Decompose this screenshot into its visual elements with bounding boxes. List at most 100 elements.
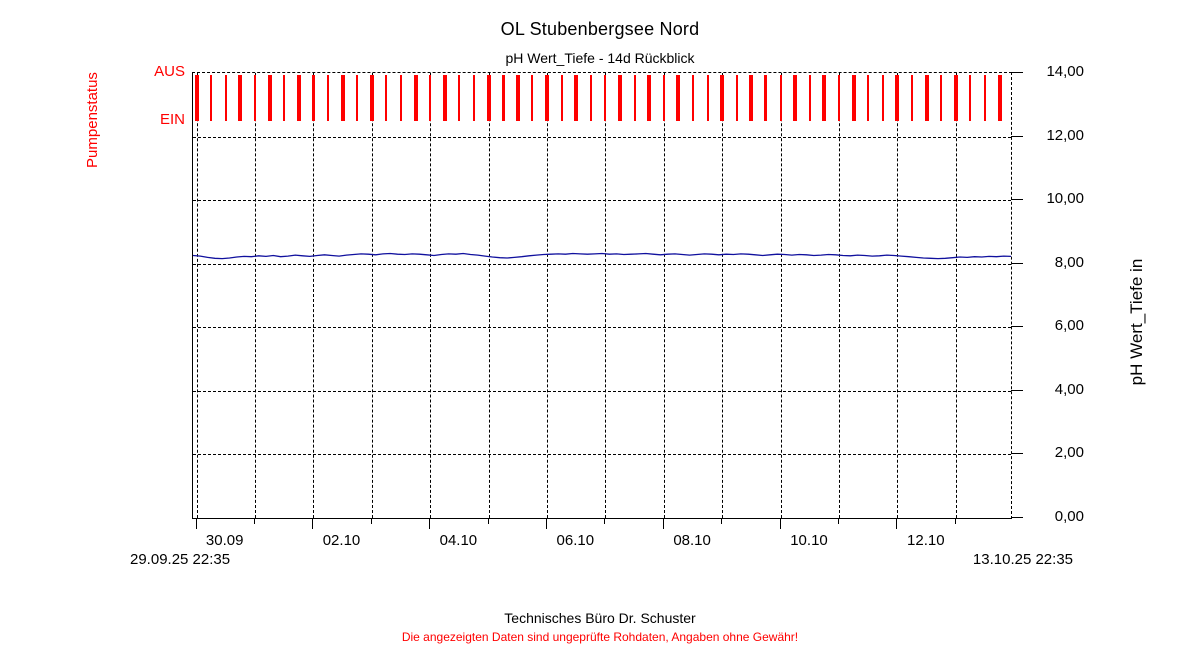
ph-series-line: [193, 252, 1011, 260]
pump-event-bar: [881, 75, 884, 121]
x-axis-tick: [662, 518, 664, 529]
pump-event-bar: [633, 75, 636, 121]
pump-event-bar: [676, 75, 681, 121]
pump-event-bar: [238, 75, 243, 121]
chart-title: OL Stubenbergsee Nord: [500, 19, 700, 39]
v-gridline: [430, 73, 432, 518]
pump-event-bar: [574, 75, 579, 121]
x-axis-tick: [896, 518, 898, 529]
pump-event-bar: [267, 75, 272, 121]
pump-event-bar: [486, 75, 491, 121]
x-tick-label: 12.10: [907, 532, 945, 549]
y-tick-label: 14,00: [1046, 63, 1084, 80]
footer-company: Technisches Büro Dr. Schuster: [504, 610, 696, 626]
y-tick-label: 10,00: [1046, 190, 1084, 208]
y-axis-tick: [1011, 262, 1023, 264]
plot-area: [192, 72, 1012, 519]
pump-event-bar: [617, 75, 622, 121]
y-axis-tick: [1011, 135, 1023, 137]
x-axis-tick: [312, 518, 314, 529]
v-gridline: [605, 73, 607, 518]
pump-event-bar: [340, 75, 345, 121]
x-tick-label: 06.10: [556, 532, 595, 549]
h-gridline: [193, 327, 1011, 329]
y-tick-label: 4,00: [1054, 380, 1084, 398]
x-axis-tick: [954, 518, 956, 524]
x-tick-label: 10.10: [790, 532, 828, 549]
pump-event-bar: [283, 75, 286, 121]
y-axis-tick: [1011, 517, 1023, 518]
pump-event-bar: [560, 75, 563, 121]
pump-event-bar: [326, 75, 329, 121]
x-axis-tick: [253, 518, 255, 524]
pump-event-bar: [515, 75, 520, 121]
y-tick-label: 6,00: [1054, 317, 1084, 335]
pump-event-bar: [940, 75, 943, 121]
pump-event-bar: [953, 75, 958, 121]
x-axis-tick: [370, 518, 372, 524]
pump-event-bar: [647, 75, 652, 121]
x-axis-end-datetime: 13.10.25 22:35: [972, 551, 1073, 568]
pump-event-bar: [691, 75, 694, 121]
pump-event-bar: [735, 75, 738, 121]
pump-event-bar: [793, 75, 797, 121]
pump-event-bar: [604, 75, 607, 121]
v-gridline: [546, 73, 548, 518]
x-axis-tick: [545, 518, 547, 529]
x-axis-tick: [195, 518, 197, 529]
pump-event-bar: [867, 75, 870, 121]
pump-event-bar: [210, 75, 213, 121]
pump-event-bar: [851, 75, 856, 121]
pump-event-bar: [472, 75, 475, 121]
pump-event-bar: [369, 75, 374, 121]
y-tick-label: 2,00: [1054, 444, 1084, 462]
pump-event-bar: [311, 75, 315, 121]
pump-event-bar: [779, 75, 782, 121]
v-gridline: [488, 73, 490, 518]
pump-event-bar: [895, 75, 900, 121]
pump-event-bar: [764, 75, 768, 121]
pump-event-bar: [720, 75, 725, 121]
pump-event-bar: [429, 75, 432, 121]
pump-event-bar: [662, 75, 665, 121]
y-tick-label: 8,00: [1054, 253, 1084, 271]
pump-event-bar: [910, 75, 913, 121]
v-gridline: [897, 73, 899, 518]
v-gridline: [780, 73, 782, 518]
y-axis-tick: [1011, 389, 1023, 391]
y-axis-tick: [1011, 326, 1023, 328]
pump-event-bar: [531, 75, 534, 121]
pump-event-bar: [983, 75, 986, 121]
ph-line: [193, 252, 1011, 260]
pump-event-bar: [194, 75, 199, 121]
x-axis-tick: [487, 518, 489, 524]
pump-event-bar: [924, 75, 929, 121]
pump-state-aus-label: AUS: [154, 63, 185, 80]
pump-event-bar: [442, 75, 447, 121]
y-axis-tick: [1011, 199, 1023, 201]
h-gridline: [193, 390, 1011, 392]
pump-event-bar: [296, 75, 301, 121]
h-gridline: [193, 454, 1011, 456]
pump-event-bar: [385, 75, 388, 121]
chart-subtitle: pH Wert_Tiefe - 14d Rückblick: [505, 50, 695, 66]
pump-event-bar: [822, 75, 827, 121]
right-axis-title: pH Wert_Tiefe in: [1127, 258, 1146, 386]
pump-event-bar: [706, 75, 709, 121]
v-gridline: [196, 73, 198, 518]
pump-event-bar: [356, 75, 359, 121]
v-gridline: [371, 73, 373, 518]
footer-disclaimer: Die angezeigten Daten sind ungeprüfte Ro…: [401, 630, 799, 644]
x-axis-tick: [837, 518, 839, 524]
pump-event-bar: [589, 75, 592, 121]
pump-event-bar: [413, 75, 418, 121]
x-axis-tick: [429, 518, 431, 529]
pump-event-bar: [997, 75, 1002, 121]
pump-state-ein-label: EIN: [159, 111, 185, 128]
v-gridline: [955, 73, 957, 518]
h-gridline: [193, 263, 1011, 265]
v-gridline: [663, 73, 665, 518]
x-axis-tick: [721, 518, 723, 524]
x-tick-label: 02.10: [322, 532, 361, 549]
